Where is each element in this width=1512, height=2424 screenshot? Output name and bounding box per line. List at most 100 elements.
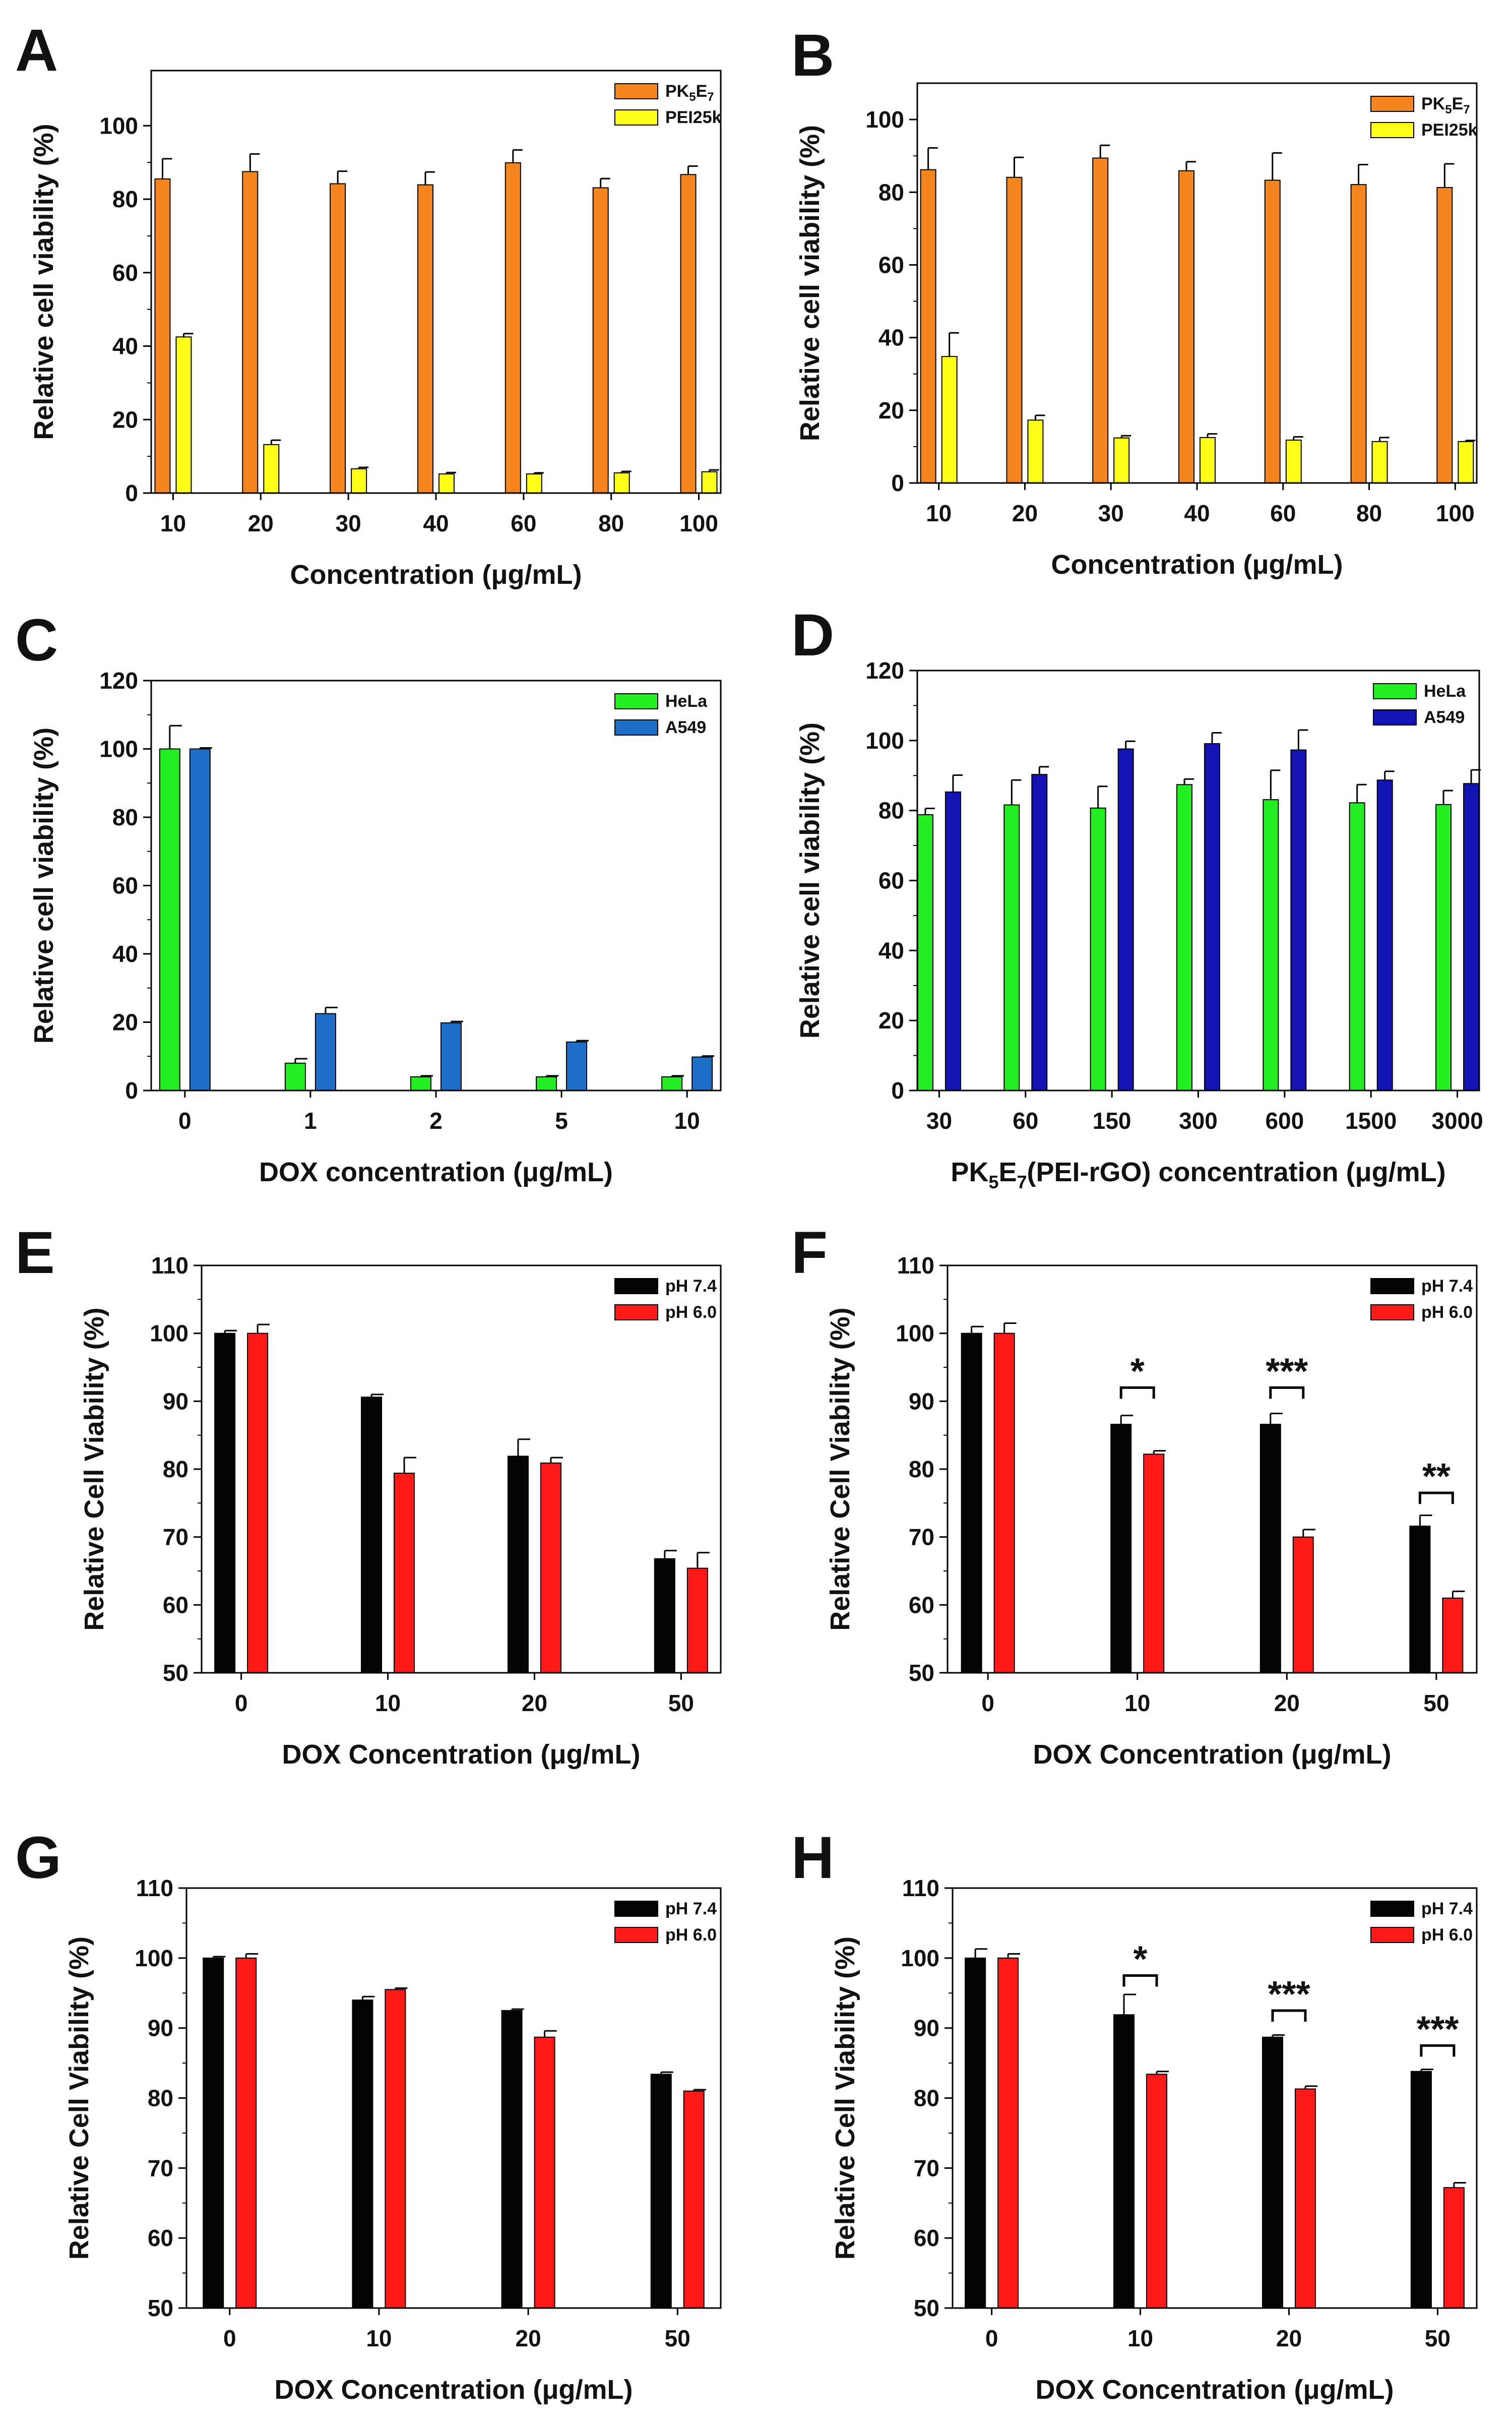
bar — [536, 1076, 557, 1091]
legend-swatch — [614, 109, 658, 126]
y-tick-label: 110 — [136, 1875, 173, 1901]
bar — [961, 1332, 982, 1674]
significance-label: *** — [1266, 1351, 1308, 1391]
y-tick-label: 100 — [135, 1945, 173, 1971]
x-tick-label: 5 — [555, 1108, 568, 1134]
x-label-subscript: 5 — [988, 1172, 998, 1192]
y-tick-label: 90 — [148, 2015, 173, 2041]
legend-label: pH 7.4 — [665, 1277, 717, 1296]
y-tick-label: 60 — [112, 873, 138, 899]
x-tick-label: 50 — [1423, 1690, 1449, 1716]
bar — [1349, 802, 1365, 1091]
x-axis-label: PK5E7(PEI-rGO) concentration (μg/mL) — [951, 1157, 1445, 1192]
x-axis-label: DOX concentration (μg/mL) — [259, 1157, 613, 1187]
significance-label: * — [1133, 1940, 1148, 1980]
bar — [1090, 807, 1106, 1091]
bar — [1292, 1536, 1314, 1674]
legend-swatch — [1370, 122, 1414, 138]
bar — [1436, 187, 1453, 484]
bar — [1006, 176, 1023, 483]
y-axis-label: Relative Cell Viability (%) — [825, 1307, 855, 1630]
bar — [1092, 157, 1109, 483]
x-tick-label: 100 — [1436, 500, 1475, 526]
significance-bracket — [1418, 1491, 1454, 1504]
bar — [175, 336, 192, 494]
x-tick-label: 20 — [516, 2325, 541, 2351]
significance-label: *** — [1268, 1974, 1310, 2015]
bar — [1376, 779, 1393, 1091]
panel-letter: E — [15, 1220, 55, 1286]
x-tick-label: 80 — [598, 510, 624, 536]
y-tick-label: 110 — [902, 1875, 939, 1901]
y-tick-label: 80 — [878, 798, 904, 824]
x-tick-label: 60 — [511, 510, 536, 536]
chart-panel-g: G 50 60 70 80 90 100 110 0 10 20 50 DOX Concentratio… — [15, 1825, 722, 2405]
bar — [505, 162, 521, 494]
bar — [314, 1013, 336, 1091]
bar — [654, 1558, 675, 1674]
y-tick-label: 20 — [878, 397, 904, 423]
y-tick-label: 40 — [878, 325, 904, 351]
bar — [1262, 2036, 1283, 2309]
y-tick-label: 40 — [112, 333, 138, 359]
x-tick-label: 60 — [1270, 500, 1296, 526]
bar — [1178, 170, 1194, 484]
y-axis-label: Relative cell viability (%) — [29, 124, 59, 440]
x-tick-label: 1500 — [1345, 1108, 1397, 1134]
y-tick-label: 120 — [99, 668, 138, 694]
bar — [701, 471, 718, 494]
x-axis-label: DOX Concentration (μg/mL) — [1035, 2375, 1394, 2405]
chart-panel-d: D 0 20 40 60 80 100 120 30 60 150 300 600 1500 3000 PK5… — [791, 602, 1483, 1192]
y-tick-label: 80 — [163, 1456, 188, 1482]
bar — [330, 183, 346, 494]
y-tick-label: 0 — [891, 1077, 904, 1104]
significance-label: ** — [1422, 1457, 1451, 1497]
y-tick-label: 60 — [878, 252, 904, 278]
y-tick-label: 100 — [901, 1945, 939, 1971]
y-tick-label: 80 — [914, 2085, 939, 2111]
bar — [1204, 743, 1220, 1091]
x-tick-label: 300 — [1179, 1108, 1218, 1134]
bar — [352, 1999, 373, 2309]
bar — [1027, 419, 1044, 483]
bar — [534, 2036, 555, 2309]
x-tick-label: 10 — [926, 500, 952, 526]
legend-subscript: 7 — [1463, 103, 1470, 116]
y-tick-label: 40 — [878, 937, 904, 963]
legend-label: pH 7.4 — [1421, 1277, 1473, 1296]
bar — [1443, 2187, 1465, 2309]
legend-label: HeLa — [665, 692, 708, 711]
x-tick-label: 40 — [423, 510, 449, 536]
x-tick-label: 50 — [1425, 2325, 1451, 2351]
legend-subscript: 7 — [707, 90, 714, 104]
bar — [566, 1041, 588, 1091]
y-axis-label: Relative cell viability (%) — [29, 728, 59, 1044]
y-axis-label: Relative Cell Viability (%) — [79, 1307, 109, 1630]
significance-bracket — [1122, 1974, 1158, 1987]
legend-swatch — [1370, 96, 1414, 112]
y-tick-label: 70 — [148, 2155, 173, 2181]
x-axis-label: DOX Concentration (μg/mL) — [1033, 1739, 1391, 1770]
bar — [661, 1076, 683, 1091]
legend-part: E — [1452, 94, 1464, 113]
y-tick-label: 70 — [914, 2155, 939, 2181]
bar — [203, 1957, 224, 2309]
x-label-part: E — [998, 1157, 1017, 1187]
legend-part: PK — [665, 82, 689, 101]
x-tick-label: 10 — [674, 1108, 700, 1134]
plot-frame — [916, 670, 1480, 1092]
y-tick-label: 60 — [909, 1592, 934, 1618]
bar — [592, 187, 609, 494]
bar — [1463, 783, 1480, 1091]
x-axis-label: Concentration (μg/mL) — [1051, 550, 1343, 580]
bar — [1110, 1424, 1132, 1674]
bar — [1350, 184, 1367, 484]
bar — [917, 814, 933, 1092]
legend-swatch — [1373, 683, 1417, 699]
significance-label: *** — [1416, 2009, 1459, 2049]
bar — [440, 1022, 462, 1091]
bar — [263, 444, 280, 494]
y-tick-label: 100 — [865, 106, 904, 133]
y-tick-label: 60 — [148, 2225, 173, 2251]
